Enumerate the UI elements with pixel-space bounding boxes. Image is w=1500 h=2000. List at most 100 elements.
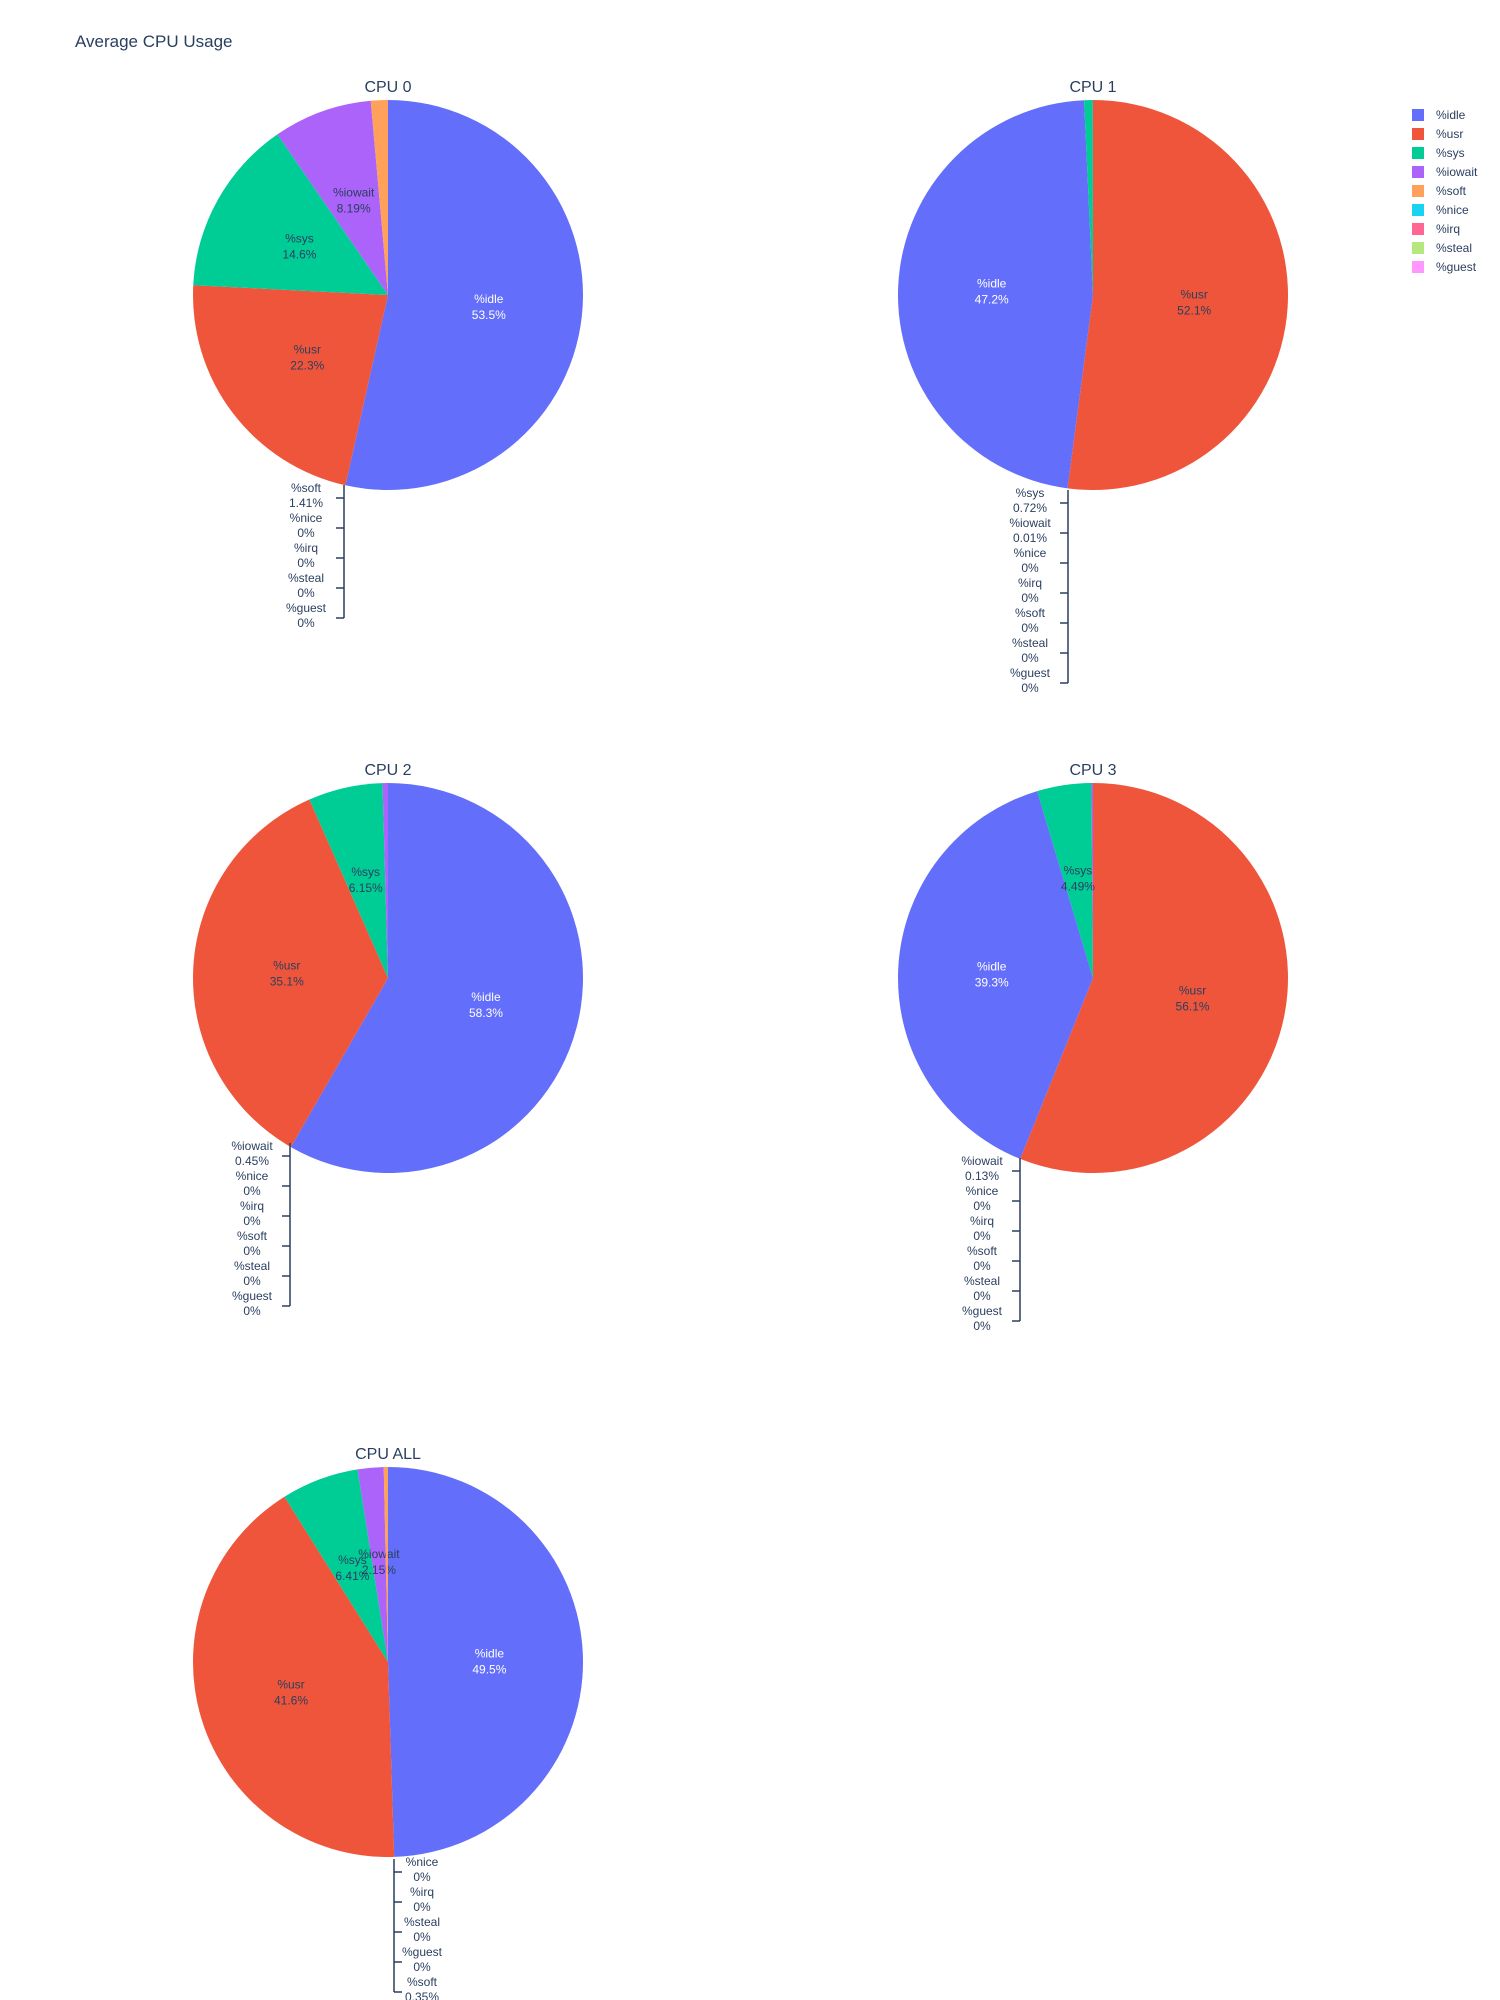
legend-item[interactable]: %nice	[1412, 200, 1477, 219]
legend-swatch	[1412, 222, 1424, 235]
outside-slice-value: 0%	[413, 1930, 431, 1944]
outside-slice-label: %soft	[967, 1244, 998, 1258]
legend-item[interactable]: %idle	[1412, 105, 1477, 124]
pie-slice	[382, 783, 388, 978]
legend-label: %usr	[1436, 126, 1464, 141]
legend-item[interactable]: %usr	[1412, 124, 1477, 143]
slice-label: %usr	[1179, 983, 1206, 997]
outside-slice-value: 0.72%	[1013, 501, 1047, 515]
slice-value-label: 6.15%	[349, 881, 383, 895]
pie-title: CPU 1	[1069, 79, 1116, 96]
pie-slice	[193, 1496, 395, 1858]
pie-slice	[1084, 100, 1093, 296]
outside-slice-label: %nice	[966, 1184, 999, 1198]
outside-slice-label: %soft	[407, 1975, 438, 1989]
outside-slice-label: %irq	[1018, 576, 1042, 590]
slice-value-label: 53.5%	[472, 308, 506, 322]
pie-slice	[370, 100, 388, 295]
legend-label: %guest	[1436, 259, 1477, 274]
pie-slice	[1091, 783, 1093, 978]
outside-slice-value: 1.41%	[289, 496, 323, 510]
outside-slice-value: 0%	[243, 1214, 261, 1228]
legend-item[interactable]: %soft	[1412, 181, 1477, 200]
outside-slice-value: 0%	[243, 1304, 261, 1318]
legend-item[interactable]: %iowait	[1412, 162, 1477, 181]
legend-label: %soft	[1436, 183, 1467, 198]
slice-value-label: 14.6%	[282, 248, 316, 262]
slice-label: %usr	[294, 342, 321, 356]
pie-slice	[309, 783, 388, 978]
pie-slice	[383, 1467, 388, 1662]
slice-value-label: 58.3%	[469, 1006, 503, 1020]
outside-slice-value: 0%	[1021, 621, 1039, 635]
legend-item[interactable]: %guest	[1412, 257, 1477, 276]
chart-legend[interactable]: %idle %usr %sys %iowait %soft %nice %irq %steal…	[1412, 105, 1477, 276]
slice-label: %usr	[277, 1678, 304, 1692]
outside-slice-value: 0.35%	[405, 1990, 439, 2000]
pie-title: CPU 2	[364, 762, 411, 779]
legend-swatch	[1412, 127, 1424, 140]
outside-slice-value: 0.13%	[965, 1169, 999, 1183]
outside-slice-value: 0%	[413, 1900, 431, 1914]
outside-slice-value: 0%	[973, 1199, 991, 1213]
outside-slice-value: 0%	[973, 1289, 991, 1303]
pie-chart: CPU 3 %usr 56.1% %idle 39.3% %sys 4.49% %iowait…	[898, 762, 1288, 1333]
outside-slice-label: %guest	[232, 1289, 273, 1303]
outside-slice-label: %iowait	[961, 1154, 1003, 1168]
outside-slice-label: %soft	[291, 481, 322, 495]
pie-slice	[357, 1467, 388, 1662]
pie-slice	[388, 1467, 583, 1857]
slice-value-label: 8.19%	[337, 202, 371, 216]
pie-chart: CPU 2 %idle 58.3% %usr 35.1% %sys 6.15% %iowait…	[193, 762, 584, 1318]
slice-label: %usr	[1181, 288, 1208, 302]
outside-slice-value: 0%	[1021, 681, 1039, 695]
legend-swatch	[1412, 108, 1424, 121]
legend-swatch	[1412, 165, 1424, 178]
outside-slice-value: 0%	[1021, 651, 1039, 665]
chart-main-title: Average CPU Usage	[75, 32, 233, 51]
outside-slice-label: %steal	[964, 1274, 1000, 1288]
legend-label: %steal	[1436, 240, 1473, 255]
pie-slice	[290, 783, 584, 1173]
slice-value-label: 47.2%	[975, 293, 1009, 307]
outside-slice-label: %steal	[1012, 636, 1048, 650]
legend-item[interactable]: %steal	[1412, 238, 1477, 257]
slice-label: %sys	[1064, 864, 1093, 878]
slice-value-label: 35.1%	[270, 975, 304, 989]
pie-chart: CPU 1 %usr 52.1% %idle 47.2% %sys0.72%%iowait…	[898, 79, 1288, 695]
outside-slice-label: %irq	[970, 1214, 994, 1228]
legend-label: %nice	[1436, 202, 1469, 217]
pie-slice	[1067, 100, 1288, 490]
slice-label: %idle	[474, 292, 504, 306]
outside-slice-value: 0%	[243, 1244, 261, 1258]
outside-slice-value: 0%	[973, 1229, 991, 1243]
outside-slice-value: 0.01%	[1013, 531, 1047, 545]
slice-value-label: 4.49%	[1061, 880, 1095, 894]
slice-label: %idle	[977, 959, 1007, 973]
outside-slice-value: 0%	[297, 616, 315, 630]
pie-slice	[345, 100, 583, 490]
outside-slice-value: 0%	[973, 1319, 991, 1333]
outside-slice-label: %nice	[290, 511, 323, 525]
slice-value-label: 52.1%	[1177, 304, 1211, 318]
legend-item[interactable]: %sys	[1412, 143, 1477, 162]
slice-label: %idle	[977, 277, 1007, 291]
slice-label: %idle	[475, 1646, 505, 1660]
outside-slice-label: %sys	[1016, 486, 1045, 500]
legend-swatch	[1412, 146, 1424, 159]
slice-value-label: 49.5%	[472, 1662, 506, 1676]
legend-swatch	[1412, 184, 1424, 197]
pie-slice	[193, 799, 388, 1148]
outside-slice-value: 0%	[973, 1259, 991, 1273]
pie-title: CPU 0	[364, 79, 411, 96]
outside-slice-label: %nice	[236, 1169, 269, 1183]
outside-slice-label: %irq	[240, 1199, 264, 1213]
pie-chart: CPU ALL %idle 49.5% %usr 41.6% %sys 6.41% %iowa…	[193, 1446, 583, 2000]
pie-slice	[193, 134, 388, 295]
legend-label: %idle	[1436, 107, 1466, 122]
legend-swatch	[1412, 260, 1424, 273]
legend-item[interactable]: %irq	[1412, 219, 1477, 238]
slice-value-label: 39.3%	[975, 975, 1009, 989]
outside-slice-label: %guest	[402, 1945, 443, 1959]
outside-slice-value: 0.45%	[235, 1154, 269, 1168]
